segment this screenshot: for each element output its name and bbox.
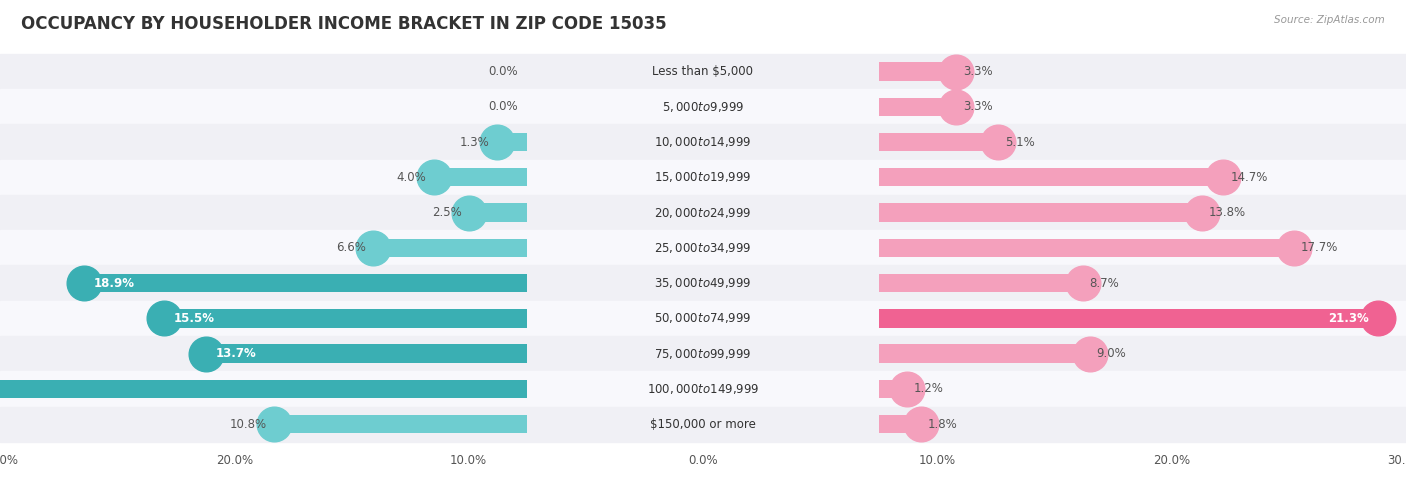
Bar [0,160,1406,195]
Text: $50,000 to $74,999: $50,000 to $74,999 [654,312,752,326]
Text: 18.9%: 18.9% [94,277,135,290]
Bar [0,89,1406,124]
Bar [0,195,1406,230]
Text: 1.3%: 1.3% [460,136,489,149]
Bar [0,371,1406,407]
Bar [879,309,1378,328]
Text: $75,000 to $99,999: $75,000 to $99,999 [654,347,752,361]
Bar [879,345,1090,363]
Text: OCCUPANCY BY HOUSEHOLDER INCOME BRACKET IN ZIP CODE 15035: OCCUPANCY BY HOUSEHOLDER INCOME BRACKET … [21,15,666,33]
Text: $5,000 to $9,999: $5,000 to $9,999 [662,100,744,114]
Text: 21.3%: 21.3% [1327,312,1368,325]
Text: $20,000 to $24,999: $20,000 to $24,999 [654,206,752,220]
Text: $100,000 to $149,999: $100,000 to $149,999 [647,382,759,396]
Bar [0,336,1406,371]
Text: $35,000 to $49,999: $35,000 to $49,999 [654,276,752,290]
Text: $10,000 to $14,999: $10,000 to $14,999 [654,135,752,149]
Text: 2.5%: 2.5% [432,206,461,219]
Bar [879,415,921,434]
Bar [0,407,1406,442]
Bar [879,239,1294,257]
Bar [879,98,956,116]
Bar [0,54,1406,89]
Text: 1.2%: 1.2% [914,382,943,396]
Bar [879,133,998,151]
Text: 4.0%: 4.0% [396,171,426,184]
Text: 6.6%: 6.6% [336,242,366,254]
Bar [496,133,527,151]
Bar [879,380,907,398]
Bar [0,265,1406,301]
Bar [879,168,1223,187]
Text: 15.5%: 15.5% [173,312,214,325]
Text: 3.3%: 3.3% [963,100,993,113]
Bar [0,380,527,398]
Bar [879,62,956,81]
Text: 0.0%: 0.0% [488,65,517,78]
Text: $25,000 to $34,999: $25,000 to $34,999 [654,241,752,255]
Text: $15,000 to $19,999: $15,000 to $19,999 [654,170,752,184]
Bar [84,274,527,292]
Bar [207,345,527,363]
Text: 10.8%: 10.8% [231,417,267,431]
Text: 8.7%: 8.7% [1090,277,1119,290]
Bar [165,309,527,328]
Text: 13.7%: 13.7% [215,347,256,360]
Bar [0,124,1406,160]
Text: Less than $5,000: Less than $5,000 [652,65,754,78]
Bar [0,301,1406,336]
Bar [433,168,527,187]
Bar [468,204,527,222]
Text: 0.0%: 0.0% [488,100,517,113]
Text: 1.8%: 1.8% [928,417,957,431]
Text: 14.7%: 14.7% [1230,171,1268,184]
Bar [274,415,527,434]
Bar [879,274,1083,292]
Bar [879,204,1202,222]
Text: 3.3%: 3.3% [963,65,993,78]
Text: 17.7%: 17.7% [1301,242,1339,254]
Bar [373,239,527,257]
Text: $150,000 or more: $150,000 or more [650,417,756,431]
Text: 5.1%: 5.1% [1005,136,1035,149]
Text: 9.0%: 9.0% [1097,347,1126,360]
Text: 13.8%: 13.8% [1209,206,1246,219]
Bar [0,230,1406,265]
Text: Source: ZipAtlas.com: Source: ZipAtlas.com [1274,15,1385,25]
